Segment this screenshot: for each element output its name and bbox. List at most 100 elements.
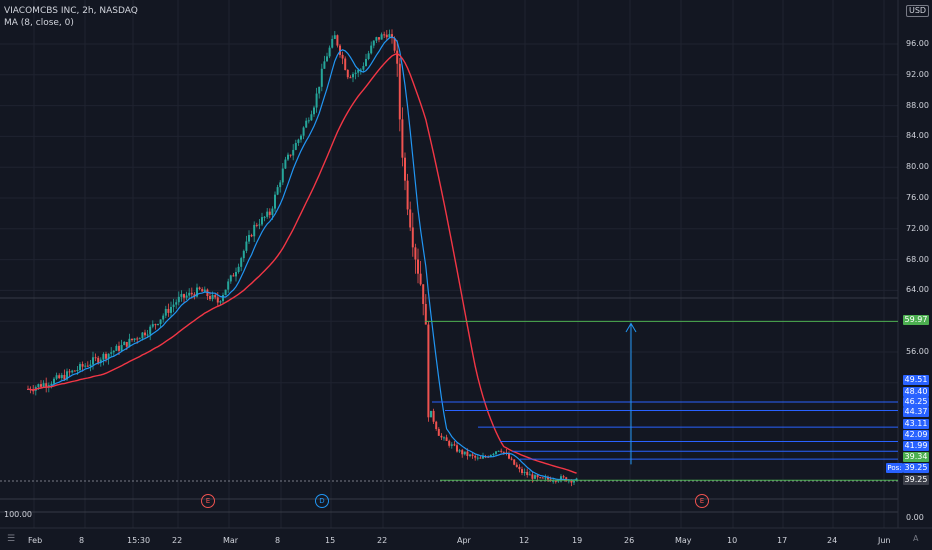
price-tick-label: 84.00	[906, 131, 929, 141]
baseline-value: 100.00	[4, 510, 32, 519]
auto-scale-button[interactable]: A	[913, 534, 919, 543]
candle-body	[406, 180, 409, 210]
candle-body	[357, 70, 360, 73]
candle-body	[352, 73, 354, 78]
candle-body	[547, 477, 549, 480]
candle-body	[300, 135, 302, 140]
time-tick-label: 24	[827, 536, 838, 545]
candle-body	[58, 375, 61, 379]
candle-body	[385, 34, 388, 38]
candle-body	[45, 383, 48, 387]
candle-body	[508, 453, 510, 459]
candle-body	[331, 38, 334, 48]
candle-body	[154, 324, 157, 326]
candle-body	[302, 127, 305, 136]
candle-body	[242, 250, 245, 259]
candle-body	[84, 365, 87, 367]
candle-body	[297, 139, 300, 143]
candle-body	[253, 224, 256, 237]
candle-body	[367, 53, 370, 59]
candle-body	[482, 456, 484, 459]
candle-body	[144, 332, 146, 336]
candle-body	[284, 159, 287, 169]
price-tag: 59.97	[903, 315, 929, 325]
candle-body	[206, 289, 209, 297]
symbol-title[interactable]: VIACOMCBS INC, 2h, NASDAQ	[4, 6, 138, 16]
candle-body	[440, 435, 443, 438]
candle-body	[536, 475, 539, 478]
candle-body	[323, 61, 326, 69]
dividend-event-icon[interactable]: D	[315, 494, 329, 508]
price-tick-label: 92.00	[906, 69, 929, 79]
candle-body	[258, 224, 261, 226]
tradingview-logo-icon[interactable]: ☰	[7, 534, 16, 544]
candle-body	[105, 353, 107, 359]
candle-body	[68, 371, 71, 373]
candle-body	[401, 119, 404, 158]
candle-body	[307, 120, 310, 122]
candle-body	[281, 168, 284, 183]
earnings-event-icon[interactable]: E	[695, 494, 709, 508]
currency-button[interactable]: USD	[906, 5, 930, 17]
candle-body	[469, 454, 471, 456]
candle-body	[266, 211, 269, 217]
candle-body	[232, 275, 235, 277]
candle-body	[289, 154, 292, 156]
candle-body	[411, 227, 414, 248]
candle-body	[409, 209, 412, 228]
candle-body	[450, 444, 453, 446]
candle-body	[79, 364, 81, 370]
candle-body	[326, 56, 328, 62]
candle-body	[276, 187, 279, 195]
candle-body	[359, 69, 362, 71]
candle-body	[50, 383, 53, 386]
candle-body	[333, 35, 336, 39]
candle-body	[102, 353, 105, 360]
candle-body	[177, 296, 180, 303]
candle-body	[562, 476, 565, 478]
price-tag: 48.40	[903, 387, 929, 397]
candle-body	[393, 38, 396, 51]
candle-body	[292, 149, 295, 156]
candle-body	[216, 297, 219, 303]
time-tick-label: 15	[325, 536, 336, 545]
candle-body	[344, 58, 347, 70]
price-tag: 43.11	[903, 419, 929, 429]
candle-body	[188, 292, 191, 296]
candle-body	[157, 324, 159, 326]
candle-body	[235, 271, 237, 277]
price-tag: 39.25	[903, 475, 929, 485]
candle-body	[149, 326, 152, 335]
candle-body	[453, 444, 456, 446]
ma-indicator-label[interactable]: MA (8, close, 0)	[4, 18, 74, 28]
candle-body	[534, 475, 536, 479]
time-tick-label: Jun	[878, 536, 891, 545]
candle-body	[515, 464, 518, 467]
candle-body	[391, 34, 393, 39]
candle-body	[279, 182, 282, 188]
candle-body	[123, 341, 126, 346]
price-tick-label: 68.00	[906, 254, 929, 264]
earnings-event-icon[interactable]: E	[201, 494, 215, 508]
time-tick-label: 8	[275, 536, 281, 545]
candle-body	[185, 295, 188, 298]
candle-body	[60, 374, 63, 379]
candle-body	[263, 216, 266, 218]
price-tick-label: 88.00	[906, 100, 929, 110]
price-tag: 39.25	[903, 463, 929, 473]
candle-body	[339, 45, 341, 55]
price-tick-label: 80.00	[906, 162, 929, 172]
candle-body	[513, 459, 516, 465]
candle-body	[456, 445, 458, 452]
candle-body	[227, 281, 230, 290]
time-tick-label: Mar	[223, 536, 239, 545]
price-tag: 46.25	[903, 397, 929, 407]
candle-body	[422, 284, 425, 304]
candle-body	[133, 338, 136, 341]
candle-body	[125, 341, 128, 347]
candle-body	[32, 390, 35, 392]
candle-body	[388, 34, 391, 38]
time-tick-label: 26	[624, 536, 635, 545]
